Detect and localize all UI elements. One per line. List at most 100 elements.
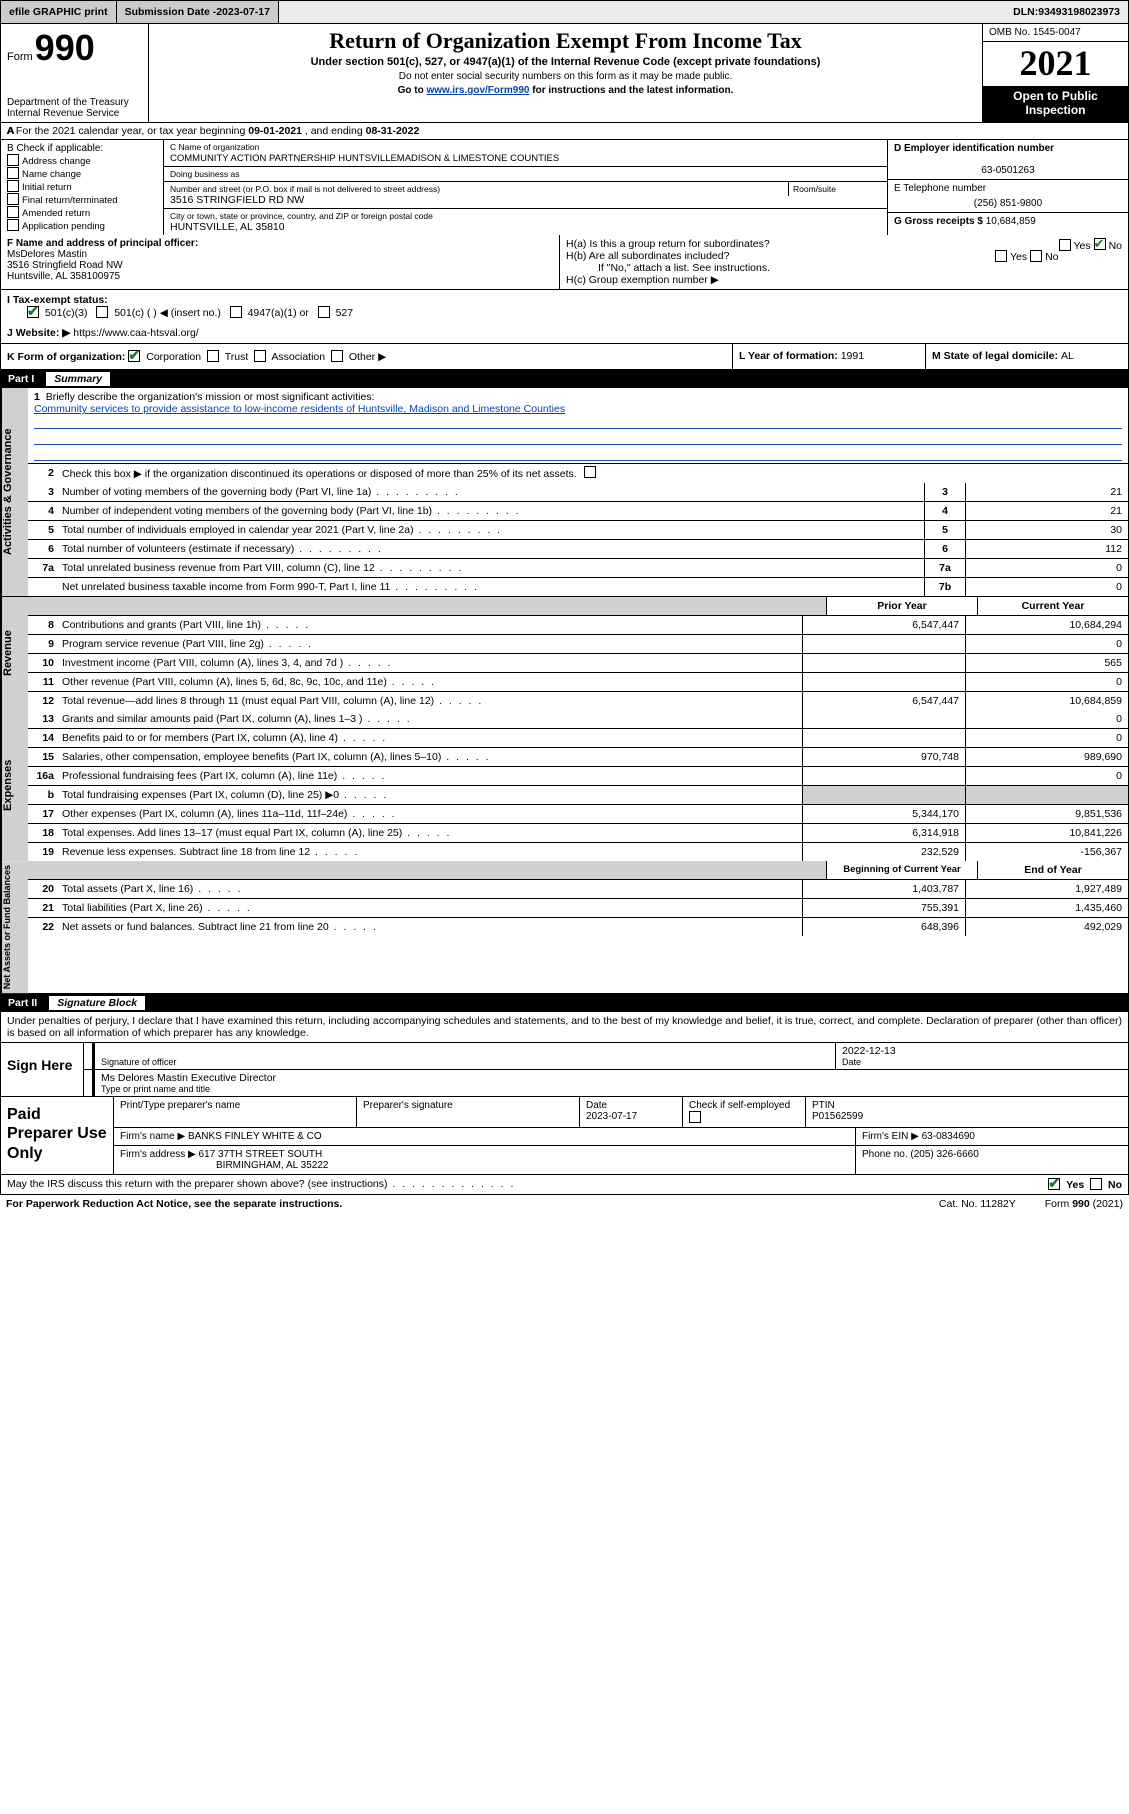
b-item-3[interactable]: Final return/terminated [7, 193, 157, 206]
rev-hdr: Prior Year Current Year [28, 597, 1128, 616]
paid-right: Print/Type preparer's name Preparer's si… [114, 1097, 1128, 1174]
current-value: 9,851,536 [965, 805, 1128, 823]
line-desc: Net unrelated business taxable income fr… [58, 578, 924, 596]
summary-netassets: Net Assets or Fund Balances Beginning of… [0, 861, 1129, 994]
c-name-lbl: C Name of organization [170, 142, 881, 152]
mission-text: Community services to provide assistance… [34, 403, 565, 415]
form-title: Return of Organization Exempt From Incom… [157, 28, 974, 54]
table-row: 16a Professional fundraising fees (Part … [28, 767, 1128, 786]
checked-icon[interactable] [128, 350, 140, 362]
chk-icon[interactable] [254, 350, 266, 362]
prep-date: Date 2023-07-17 [580, 1097, 683, 1127]
k-opt-2: Association [271, 351, 325, 363]
b-lbl-5: Application pending [22, 221, 105, 232]
chk-icon[interactable] [96, 306, 108, 318]
q2-text: Check this box ▶ if the organization dis… [62, 468, 577, 480]
gross-value: 10,684,859 [986, 216, 1036, 227]
firm-addr2: BIRMINGHAM, AL 35222 [216, 1160, 328, 1171]
checked-icon[interactable] [27, 306, 39, 318]
chk-icon[interactable] [331, 350, 343, 362]
line-num: 10 [28, 654, 58, 672]
chk-icon[interactable] [1059, 239, 1071, 251]
table-row: 4 Number of independent voting members o… [28, 502, 1128, 521]
hdr-spacer [28, 861, 826, 879]
b-title: B Check if applicable: [7, 143, 157, 154]
firm-addr1: 617 37TH STREET SOUTH [199, 1149, 323, 1160]
sub-date-label: Submission Date - [125, 6, 217, 18]
current-value: 492,029 [965, 918, 1128, 936]
efile-print-btn[interactable]: efile GRAPHIC print [1, 1, 117, 23]
b-item-2[interactable]: Initial return [7, 180, 157, 193]
chk-icon[interactable] [689, 1111, 701, 1123]
vtab-netassets: Net Assets or Fund Balances [1, 861, 28, 993]
checked-icon[interactable] [1094, 238, 1106, 250]
chk-icon[interactable] [584, 466, 596, 478]
m-lbl: M State of legal domicile: [932, 350, 1061, 362]
form-subtitle: Under section 501(c), 527, or 4947(a)(1)… [157, 56, 974, 68]
table-row: 18 Total expenses. Add lines 13–17 (must… [28, 824, 1128, 843]
b-item-5[interactable]: Application pending [7, 219, 157, 232]
line-desc: Total expenses. Add lines 13–17 (must eq… [58, 824, 802, 842]
sig-date-val: 2022-12-13 [842, 1045, 1122, 1057]
i-opt-1: 501(c) ( ) ◀ (insert no.) [114, 307, 221, 319]
prior-value: 6,547,447 [802, 616, 965, 634]
line-desc: Revenue less expenses. Subtract line 18 … [58, 843, 802, 861]
chk-icon [7, 219, 19, 231]
sig-name: Ms Delores Mastin Executive Director Typ… [92, 1070, 1128, 1096]
dln: DLN: 93493198023973 [1005, 1, 1128, 23]
line-num: 21 [28, 899, 58, 917]
col-b-checkboxes: B Check if applicable: Address change Na… [1, 140, 164, 235]
firm-phone: Phone no. (205) 326-6660 [856, 1146, 1128, 1174]
checked-icon[interactable] [1048, 1178, 1060, 1190]
form-990-label: Form 990 (2021) [1045, 1198, 1123, 1210]
officer-name: MsDelores Mastin [7, 249, 87, 260]
line-box-num: 3 [924, 483, 965, 501]
line-num: 18 [28, 824, 58, 842]
chk-icon[interactable] [207, 350, 219, 362]
self-emp: Check if self-employed [683, 1097, 806, 1127]
b-item-1[interactable]: Name change [7, 167, 157, 180]
c-dba-cell: Doing business as [164, 167, 887, 182]
chk-icon[interactable] [318, 306, 330, 318]
hdr-prior: Prior Year [826, 597, 977, 615]
table-row: 6 Total number of volunteers (estimate i… [28, 540, 1128, 559]
firm-ein: Firm's EIN ▶ 63-0834690 [856, 1128, 1128, 1145]
firm-addr: Firm's address ▶ 617 37TH STREET SOUTH B… [114, 1146, 856, 1174]
table-row: 11 Other revenue (Part VIII, column (A),… [28, 673, 1128, 692]
chk-icon[interactable] [1090, 1178, 1102, 1190]
sig-officer: Signature of officer [92, 1043, 835, 1069]
org-website[interactable]: https://www.caa-htsval.org/ [73, 327, 198, 339]
line-num: b [28, 786, 58, 804]
table-row: 13 Grants and similar amounts paid (Part… [28, 710, 1128, 729]
line-num: 8 [28, 616, 58, 634]
rev-body: Prior Year Current Year 8 Contributions … [28, 597, 1128, 710]
table-row: 7a Total unrelated business revenue from… [28, 559, 1128, 578]
chk-icon[interactable] [995, 250, 1007, 262]
chk-icon[interactable] [1030, 250, 1042, 262]
line-desc: Check this box ▶ if the organization dis… [58, 464, 1128, 483]
m-val: AL [1061, 350, 1074, 362]
current-value: 1,927,489 [965, 880, 1128, 898]
top-bar: efile GRAPHIC print Submission Date - 20… [0, 0, 1129, 24]
b-item-4[interactable]: Amended return [7, 206, 157, 219]
h-b-note: If "No," attach a list. See instructions… [566, 262, 1122, 274]
sig-date: 2022-12-13 Date [835, 1043, 1128, 1069]
rowA-start: 09-01-2021 [248, 125, 302, 137]
line-num: 14 [28, 729, 58, 747]
irs-link[interactable]: www.irs.gov/Form990 [426, 85, 529, 96]
chk-icon [7, 167, 19, 179]
goto-pre: Go to [398, 85, 427, 96]
summary-governance: Activities & Governance 1 Briefly descri… [0, 388, 1129, 596]
part2-label: Part II [8, 997, 37, 1009]
table-row: 17 Other expenses (Part IX, column (A), … [28, 805, 1128, 824]
cell-grey [965, 786, 1128, 804]
yes-lbl: Yes [1010, 251, 1027, 263]
tax-exempt-status: I Tax-exempt status: 501(c)(3) 501(c) ( … [1, 290, 1128, 323]
chk-icon[interactable] [230, 306, 242, 318]
prior-value [802, 635, 965, 653]
d-ein: D Employer identification number 63-0501… [888, 140, 1128, 180]
paid-preparer-block: Paid Preparer Use Only Print/Type prepar… [0, 1097, 1129, 1175]
b-lbl-2: Initial return [22, 182, 72, 193]
rowA-mid: , and ending [302, 125, 366, 137]
b-item-0[interactable]: Address change [7, 154, 157, 167]
